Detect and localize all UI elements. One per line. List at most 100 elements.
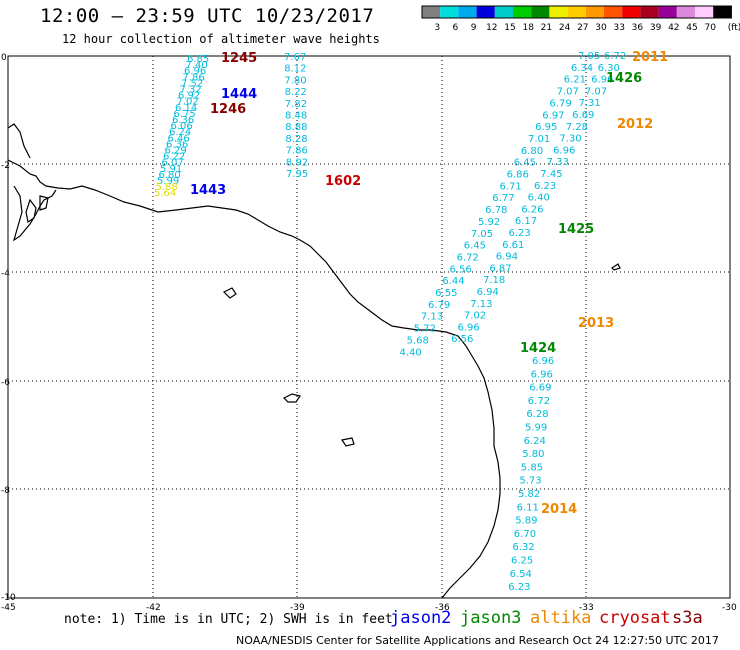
wave-height-label: 6.79 [549,98,571,109]
legend-swatch [494,6,513,18]
wave-height-label: 6.80 [159,170,181,181]
wave-height-label: 6.79 [428,300,450,311]
wave-height-label: 6.96 [553,145,575,156]
x-tick-label: -33 [579,603,594,613]
legend-label: 21 [541,23,552,33]
map-subtitle: 12 hour collection of altimeter wave hei… [62,32,380,46]
wave-height-label: 6.36 [166,139,188,150]
pass-time-label: 1444 [221,87,257,102]
pass-time-label: 1425 [558,222,594,237]
wave-height-label: 6.96 [591,75,613,86]
wave-height-label: 8.22 [285,87,307,98]
wave-height-label: 7.01 [528,134,550,145]
legend-swatch [713,6,732,18]
wave-height-label: 7.33 [547,157,569,168]
legend-swatch [549,6,568,18]
wave-height-label: 6.14 [175,103,197,114]
wave-height-label: 8.88 [285,122,307,133]
legend-swatch [458,6,477,18]
legend-swatch [585,6,604,18]
grid [8,56,730,598]
wave-height-label: 7.05 [471,229,493,240]
legend-label: 12 [486,23,497,33]
wave-height-label: 8.48 [285,111,307,122]
wave-height-label: 5.72 [414,324,436,335]
wave-height-label: 6.69 [529,383,551,394]
legend-label: 70 [704,23,716,33]
wave-height-label: 7.13 [470,299,492,310]
island [341,437,355,447]
wave-height-label: 5.91 [160,164,182,175]
wave-height-label: 5.99 [157,176,179,187]
legend-label: 24 [559,23,571,33]
legend-label: 3 [434,23,440,33]
wave-height-label: 5.85 [521,462,543,473]
wave-height-label: 6.46 [168,133,190,144]
pass-time-label: 1426 [606,71,642,86]
x-tick-label: -36 [435,603,450,613]
satellite-jason3: jason3 [460,608,522,628]
legend-swatch [640,6,659,18]
wave-height-label: 6.17 [515,216,537,227]
wave-height-label: 6.36 [172,115,194,126]
wave-tracks: 6.857.406.967.867.527.326.927.026.146.75… [154,51,626,593]
legend-label: 6 [453,23,459,33]
x-tick-label: -30 [722,603,737,613]
wave-height-label: 6.06 [171,121,193,132]
x-axis-labels: -45 -42 -39 -36 -33 -30 [1,603,737,613]
legend-label: 30 [595,23,607,33]
legend-swatch [604,6,623,18]
wave-height-label: 5.89 [515,516,537,527]
wave-height-label: 6.70 [514,529,536,540]
legend-label: 33 [613,23,624,33]
x-tick-label: -39 [290,603,305,613]
wave-height-label: 6.92 [178,91,200,102]
legend-label: 45 [686,23,697,33]
wave-height-label: 6.72 [528,396,550,407]
pass-time-label: 1443 [190,183,226,198]
legend-swatch [476,6,495,18]
wave-height-label: 7.80 [284,75,306,86]
wave-height-label: 6.61 [502,240,524,251]
wave-height-label: 6.96 [458,322,480,333]
wave-height-label: 5.73 [519,476,541,487]
satellite-jason2: jason2 [390,608,452,628]
wave-height-label: 6.07 [162,158,184,169]
wave-height-label: 6.45 [514,158,536,169]
wave-height-label: 6.97 [542,110,564,121]
legend-swatch [440,6,459,18]
pass-time-label: 2014 [541,502,577,517]
wave-height-label: 6.94 [477,287,499,298]
legend-label: 27 [577,23,588,33]
wave-height-label: 6.24 [169,127,191,138]
wave-height-label: 6.94 [496,252,518,263]
y-tick-label: -4 [1,269,10,279]
wave-height-label: 6.80 [521,146,543,157]
wave-height-label: 6.96 [531,369,553,380]
pass-time-label: 1245 [221,51,257,66]
legend-swatch [422,6,441,18]
wave-height-label: 7.45 [540,169,562,180]
satellite-altika: altika [530,608,592,628]
wave-height-label: 8.92 [286,157,308,168]
wave-height-label: 6.25 [511,556,533,567]
wave-height-label: 6.28 [526,409,548,420]
legend-label: 42 [668,23,679,33]
legend-label: 39 [650,23,662,33]
wave-height-label: 6.40 [528,193,550,204]
y-tick-label: -2 [1,161,10,171]
wave-height-label: 5.92 [478,217,500,228]
wave-height-label: 7.18 [483,275,505,286]
legend-frame [421,5,732,19]
island [282,393,301,403]
map-frame [7,55,731,599]
wave-height-label: 7.30 [559,134,581,145]
wave-height-label: 6.21 [564,75,586,86]
wave-height-label: 6.55 [435,288,457,299]
legend-unit: (ft) [728,23,740,33]
pass-time-label: 2013 [578,316,614,331]
coastline-north [7,123,57,242]
wave-height-label: 7.02 [177,97,199,108]
wave-height-label: 6.72 [457,252,479,263]
wave-height-label: 7.67 [284,52,306,63]
